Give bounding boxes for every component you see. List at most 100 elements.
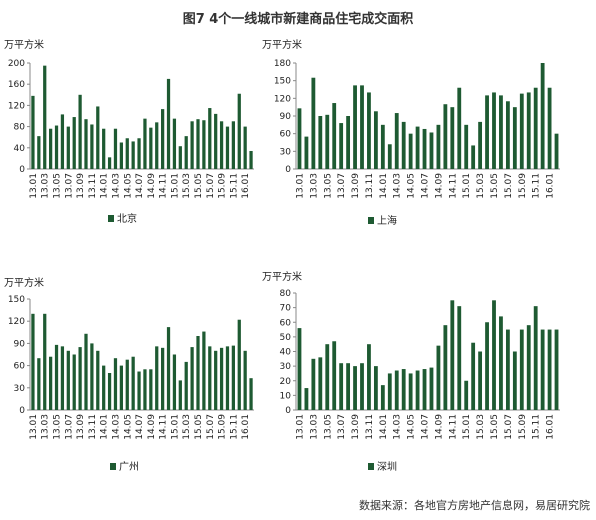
- bar-15.12: [237, 93, 241, 169]
- x-tick-label: 13.01: [29, 414, 39, 440]
- y-tick-label: 60: [14, 362, 26, 372]
- bar-15.12: [540, 63, 545, 169]
- x-tick-label: 13.07: [337, 414, 347, 440]
- x-tick-label: 14.03: [393, 414, 403, 440]
- x-tick-label: 14.07: [421, 173, 431, 199]
- bar-15.06: [202, 331, 206, 410]
- x-tick-label: 13.03: [309, 173, 319, 199]
- x-tick-label: 16.01: [241, 414, 251, 440]
- bar-13.04: [318, 116, 323, 169]
- y-tick-label: 150: [8, 295, 25, 305]
- x-tick-label: 14.03: [111, 173, 121, 199]
- bar-16.01: [547, 329, 552, 410]
- legend-swatch: [368, 217, 374, 224]
- x-tick-label: 14.01: [379, 173, 389, 199]
- y-tick-label: 0: [19, 165, 25, 175]
- x-tick-label: 13.09: [351, 414, 361, 440]
- y-tick-label: 40: [14, 144, 26, 154]
- bar-15.02: [178, 380, 182, 410]
- bar-15.02: [471, 145, 476, 169]
- x-tick-label: 15.07: [206, 173, 216, 199]
- bar-14.03: [394, 370, 399, 410]
- bar-13.12: [96, 350, 100, 410]
- x-tick-label: 15.11: [532, 414, 542, 440]
- bar-16.02: [249, 150, 253, 169]
- y-tick-label: 90: [280, 112, 292, 122]
- x-tick-label: 13.07: [64, 414, 74, 440]
- bar-15.10: [225, 346, 230, 410]
- bar-13.12: [373, 366, 378, 410]
- bar-13.03: [311, 77, 316, 169]
- x-tick-label: 15.09: [218, 414, 228, 440]
- x-tick-label: 15.01: [170, 414, 180, 440]
- y-tick-label: 70: [280, 304, 292, 314]
- bar-14.01: [380, 124, 385, 169]
- bar-13.06: [60, 346, 65, 410]
- bar-15.01: [172, 118, 177, 169]
- bar-14.08: [429, 132, 434, 169]
- bar-14.03: [394, 113, 399, 169]
- chart-shanghai: 万平方米 0 30 60 90 120 150 180 13.01 13.03 13.05 13.07…: [262, 38, 560, 227]
- bar-14.05: [125, 359, 129, 410]
- bar-14.10: [443, 104, 448, 169]
- y-tick-label: 10: [280, 391, 292, 401]
- source-note: 数据来源：各地官方房地产信息网，易居研究院: [359, 499, 590, 512]
- x-tick-label: 15.03: [476, 414, 486, 440]
- bar-14.04: [401, 369, 406, 410]
- bar-15.10: [225, 126, 230, 169]
- bar-15.11: [533, 87, 538, 169]
- x-tick-label: 14.09: [147, 173, 157, 199]
- bar-13.08: [346, 116, 351, 169]
- unit-label: 万平方米: [4, 276, 44, 289]
- bar-13.04: [49, 356, 53, 410]
- x-tick-label: 15.11: [532, 173, 542, 199]
- bar-13.08: [72, 354, 76, 410]
- bar-14.11: [161, 109, 165, 169]
- x-tick-label: 15.01: [170, 173, 180, 199]
- bar-15.05: [492, 300, 496, 410]
- legend-label: 上海: [377, 214, 397, 227]
- bar-14.06: [415, 126, 420, 169]
- x-tick-label: 13.09: [351, 173, 361, 199]
- bar-14.08: [143, 369, 147, 410]
- bar-14.03: [113, 128, 118, 169]
- bar-15.11: [231, 345, 235, 410]
- bar-13.04: [318, 357, 323, 410]
- bar-13.07: [339, 123, 344, 169]
- bar-15.03: [478, 351, 483, 410]
- x-tick-label: 15.07: [206, 414, 216, 440]
- x-tick-label: 14.11: [448, 414, 458, 440]
- bar-14.10: [443, 325, 448, 410]
- x-tick-label: 13.07: [337, 173, 347, 199]
- bar-15.03: [184, 361, 188, 410]
- bar-15.04: [485, 95, 489, 169]
- x-tick-label: 13.05: [53, 414, 63, 440]
- bar-14.09: [436, 124, 441, 169]
- bar-13.08: [346, 363, 351, 410]
- unit-label: 万平方米: [4, 38, 44, 51]
- x-tick-label: 13.03: [309, 414, 319, 440]
- y-tick-label: 20: [280, 377, 292, 387]
- bar-13.11: [367, 344, 371, 410]
- bar-13.12: [96, 106, 100, 169]
- bar-13.10: [360, 363, 364, 410]
- bar-13.01: [31, 313, 35, 410]
- bar-14.04: [119, 365, 123, 410]
- bar-13.11: [367, 92, 371, 169]
- bar-15.08: [214, 113, 218, 169]
- bar-13.02: [37, 358, 41, 410]
- bar-13.06: [332, 103, 337, 169]
- bar-14.02: [387, 373, 392, 410]
- y-tick-label: 40: [280, 348, 292, 358]
- bar-14.12: [166, 78, 171, 169]
- bar-15.07: [505, 101, 510, 169]
- bar-16.01: [547, 87, 552, 169]
- bar-15.07: [208, 108, 212, 169]
- bar-13.10: [360, 85, 364, 169]
- x-tick-label: 14.05: [407, 173, 417, 199]
- chart-shenzhen: 万平方米 0 10 20 30 40 50 60 70 80 13.01 13.03 13.05 13.0…: [262, 270, 560, 473]
- bar-14.09: [436, 345, 441, 410]
- x-tick-label: 16.01: [546, 414, 556, 440]
- legend-swatch: [368, 463, 374, 470]
- x-tick-label: 15.09: [518, 414, 528, 440]
